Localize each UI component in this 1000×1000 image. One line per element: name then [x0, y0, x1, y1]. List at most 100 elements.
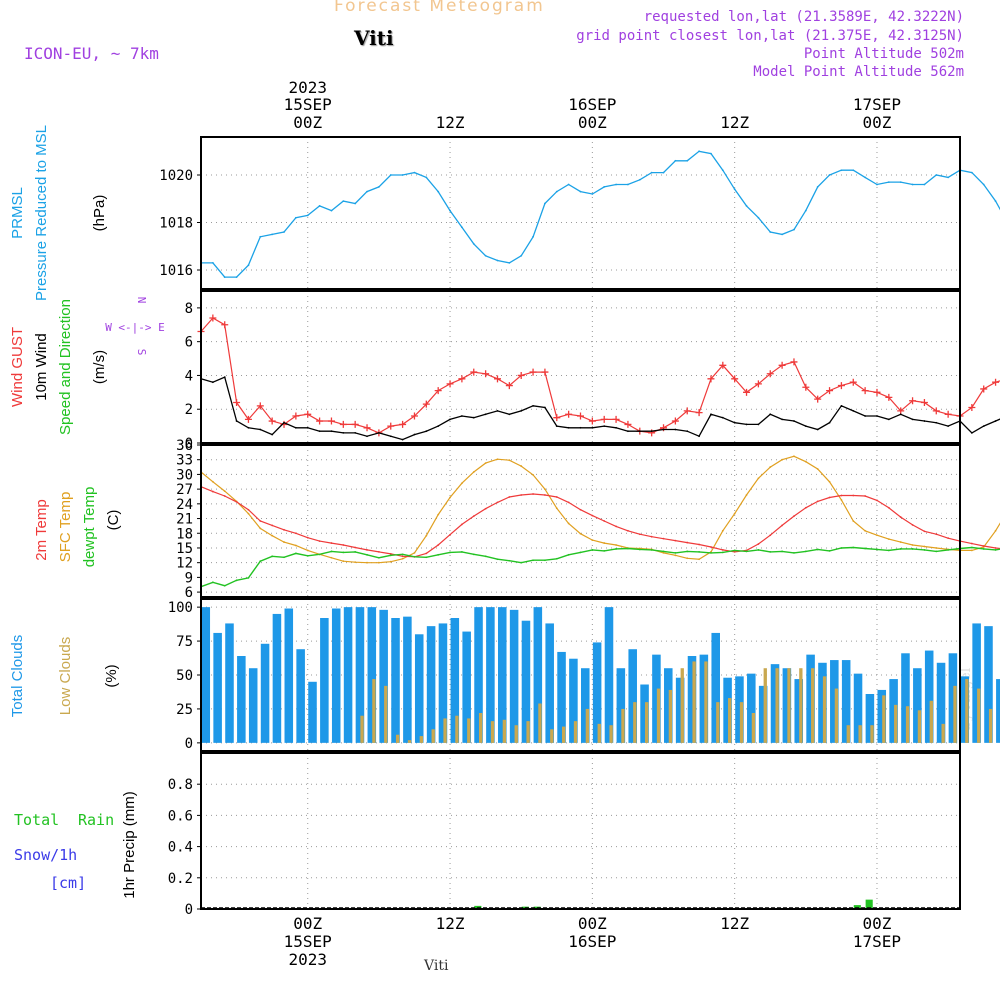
- wind-point: [520, 410, 523, 412]
- total-cloud-bar: [462, 631, 471, 743]
- low-cloud-bar: [372, 679, 376, 743]
- gust-point: [399, 420, 407, 428]
- low-cloud-bar: [431, 729, 435, 743]
- t2m-point: [508, 496, 511, 498]
- dewpt-point: [318, 553, 321, 556]
- wind-unit: (m/s): [91, 350, 108, 384]
- total-cloud-bar: [877, 689, 887, 743]
- low-cloud-bar: [799, 668, 803, 743]
- time-tick-top-label: 12Z: [436, 113, 465, 132]
- time-tick-top-label: 17SEP: [853, 95, 901, 114]
- total-cloud-bar: [509, 609, 519, 743]
- total-cloud-bar: [213, 632, 222, 743]
- wind-point: [828, 421, 831, 424]
- t2m-point: [887, 506, 890, 509]
- low-cloud-bar: [384, 685, 388, 743]
- t2m-point: [721, 549, 724, 551]
- dewpt-point: [757, 549, 760, 551]
- wind-point: [757, 423, 760, 426]
- sfc-temp-point: [567, 522, 570, 525]
- total-cloud-bar: [960, 676, 970, 743]
- low-cloud-bar: [455, 715, 459, 743]
- t2m-point: [377, 550, 380, 553]
- gust-point: [920, 398, 928, 406]
- total-cloud-bar: [723, 677, 732, 743]
- t2m-point: [674, 539, 677, 542]
- pressure-point: [354, 202, 357, 205]
- time-axis: 202315SEP00Z12Z16SEP00Z12Z17SEP00Z12Z00Z…: [284, 78, 901, 969]
- pressure-point: [389, 174, 392, 176]
- sfc-temp-point: [579, 532, 582, 535]
- low-cloud-bar: [822, 676, 827, 743]
- pressure-point: [627, 183, 629, 186]
- gust-point: [624, 420, 632, 428]
- total-cloud-bar: [592, 642, 602, 743]
- t2m-point: [211, 490, 214, 493]
- point-altitude: Point Altitude 502m: [803, 46, 964, 62]
- pressure-ytick-label: 1018: [159, 216, 193, 232]
- total-cloud-bar: [806, 654, 815, 743]
- wind-point: [330, 430, 333, 433]
- dewpt-point: [449, 551, 451, 554]
- pressure-point: [852, 169, 855, 172]
- sfc-temp-point: [769, 466, 772, 468]
- wind-point: [603, 425, 606, 428]
- wind-ytick-label: 4: [185, 368, 193, 384]
- total-cloud-bar: [865, 694, 875, 743]
- sfc-temp-point: [793, 455, 795, 458]
- model-label: ICON-EU, ~ 7km: [24, 44, 159, 63]
- total-cloud-bar: [557, 651, 566, 743]
- dewpt-point: [899, 548, 902, 550]
- low-cloud-bar: [443, 718, 447, 743]
- wind-point: [496, 410, 499, 412]
- model-altitude: Model Point Altitude 562m: [753, 64, 964, 80]
- sfc-temp-point: [342, 560, 345, 563]
- gust-point: [719, 361, 727, 369]
- dewpt-point: [816, 548, 819, 551]
- sfc-temp-point: [911, 544, 914, 546]
- low-cloud-bar: [739, 702, 744, 743]
- wind-point: [294, 426, 297, 429]
- wind-point: [247, 426, 250, 429]
- low-cloud-bar: [834, 688, 839, 743]
- wind-point: [235, 420, 238, 422]
- low-cloud-bar: [894, 704, 898, 743]
- t2m-point: [828, 496, 831, 499]
- t2m-point: [294, 532, 297, 535]
- gust-point: [612, 415, 620, 423]
- wind-point: [899, 413, 902, 416]
- pressure-point: [947, 176, 950, 179]
- pressure-unit: (hPa): [91, 195, 108, 232]
- sfc-temp-point: [484, 462, 487, 465]
- sfc-temp-point: [887, 538, 890, 541]
- total-cloud-bar: [770, 664, 780, 743]
- time-tick-bottom-label: 15SEP: [284, 932, 332, 951]
- pressure-point: [840, 169, 843, 172]
- temp-ytick-label: 30: [176, 467, 193, 483]
- low-cloud-bar: [811, 668, 815, 743]
- wind-panel: 0 2 4 6 8: [185, 290, 1000, 452]
- gust-point: [256, 402, 264, 410]
- t2m-point: [899, 516, 902, 518]
- gust-point: [244, 415, 252, 423]
- dewpt-point: [876, 548, 878, 551]
- t2m-point: [982, 545, 985, 547]
- pressure-point: [615, 183, 617, 186]
- t2m-point: [840, 494, 843, 497]
- pressure-point: [437, 190, 440, 193]
- gust-point: [529, 368, 537, 376]
- t2m-point: [366, 549, 368, 551]
- precip-frame: [200, 752, 961, 910]
- gust-point: [482, 370, 490, 378]
- dewpt-point: [247, 576, 250, 579]
- pressure-point: [283, 231, 285, 233]
- total-cloud-bar: [924, 650, 934, 743]
- pressure-point: [876, 183, 878, 186]
- sfc-temp-point: [864, 529, 867, 532]
- total-cloud-bar: [604, 607, 614, 743]
- sfc-temp-point: [425, 534, 428, 537]
- total-cloud-bar: [652, 654, 661, 743]
- pressure-point: [271, 233, 274, 236]
- temp-ytick-label: 12: [176, 556, 193, 572]
- total-cloud-bar: [201, 607, 211, 743]
